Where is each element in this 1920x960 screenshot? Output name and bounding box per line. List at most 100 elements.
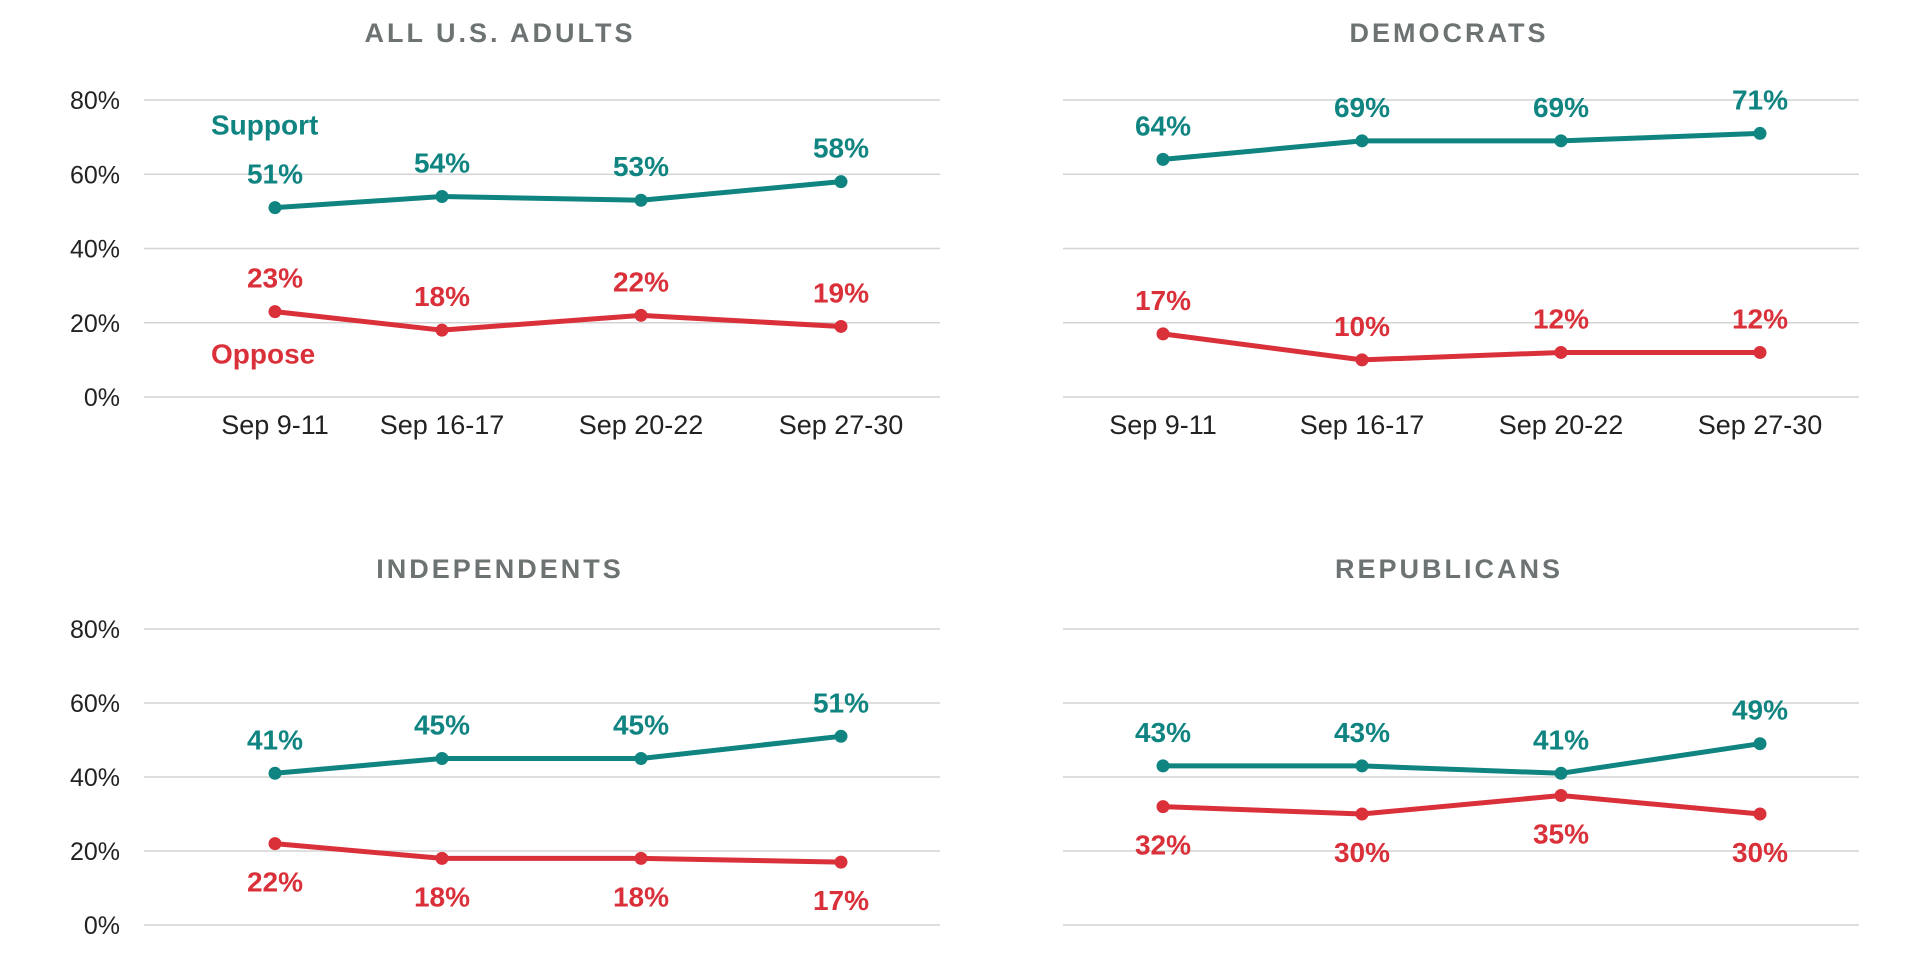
data-label-oppose: 23% [247, 263, 303, 294]
data-label-series-2: 30% [1334, 837, 1390, 868]
x-tick-label: Sep 9-11 [221, 410, 329, 440]
x-tick-label: Sep 20-22 [1499, 410, 1624, 440]
data-point-series-2 [1156, 800, 1170, 814]
chart-panel-all-u-s-adults: ALL U.S. ADULTS 0% 20% 40% 60% 80% Sep 9-11 Sep… [70, 18, 940, 440]
data-point-oppose [834, 319, 848, 333]
data-label-series-1: 43% [1135, 717, 1191, 748]
data-label-oppose: 22% [613, 266, 669, 297]
data-point-series-2 [1355, 807, 1369, 821]
data-label-series-2: 18% [414, 881, 470, 912]
data-point-oppose [435, 323, 449, 337]
data-point-series-2 [1554, 345, 1568, 359]
y-tick-label: 20% [70, 838, 120, 866]
y-tick-label: 80% [70, 616, 120, 644]
data-point-oppose [634, 308, 648, 322]
data-point-series-2 [268, 837, 282, 851]
data-label-support: 54% [414, 148, 470, 179]
y-tick-label: 80% [70, 87, 120, 115]
data-point-support [834, 175, 848, 189]
series-line-series-1 [1160, 741, 1763, 776]
x-tick-label: Sep 27-30 [1698, 410, 1823, 440]
y-tick-label: 40% [70, 764, 120, 792]
x-tick-label: Sep 16-17 [380, 410, 505, 440]
data-point-series-2 [1156, 327, 1170, 341]
y-tick-label: 60% [70, 161, 120, 189]
data-label-support: 58% [813, 133, 869, 164]
series-line-series-2 [272, 841, 844, 865]
data-point-series-2 [834, 855, 848, 869]
data-point-series-1 [1753, 126, 1767, 140]
series-line-series-2 [1160, 793, 1763, 817]
data-label-series-2: 17% [813, 885, 869, 916]
data-point-series-1 [1554, 766, 1568, 780]
x-tick-label: Sep 27-30 [779, 410, 904, 440]
data-point-series-1 [1156, 152, 1170, 166]
series-line-support [272, 179, 844, 211]
data-label-series-1: 41% [247, 724, 303, 755]
data-label-series-2: 30% [1732, 837, 1788, 868]
data-point-series-1 [634, 752, 648, 765]
data-point-series-2 [1554, 789, 1568, 802]
panel-title: INDEPENDENTS [376, 554, 624, 584]
data-point-series-2 [1355, 353, 1369, 367]
data-label-series-1: 45% [613, 710, 669, 741]
data-label-support: 51% [247, 159, 303, 190]
data-point-series-2 [1753, 807, 1767, 821]
data-point-series-1 [268, 766, 282, 780]
data-label-series-1: 45% [414, 710, 470, 741]
data-point-series-1 [435, 752, 449, 765]
data-point-series-1 [1554, 134, 1568, 148]
data-label-series-2: 12% [1732, 303, 1788, 334]
data-label-series-1: 64% [1135, 110, 1191, 141]
data-label-oppose: 18% [414, 281, 470, 312]
data-label-series-1: 49% [1732, 695, 1788, 726]
data-label-series-1: 71% [1732, 84, 1788, 115]
x-tick-label: Sep 16-17 [1300, 410, 1425, 440]
panel-title: ALL U.S. ADULTS [365, 18, 636, 48]
data-label-series-2: 22% [247, 867, 303, 898]
y-tick-label: 60% [70, 690, 120, 718]
series-line-series-2 [1160, 331, 1763, 363]
data-point-series-1 [834, 729, 848, 743]
data-label-series-1: 69% [1334, 92, 1390, 123]
data-label-oppose: 19% [813, 277, 869, 308]
data-point-support [268, 201, 282, 215]
y-tick-label: 40% [70, 236, 120, 264]
series-name-oppose: Oppose [211, 339, 315, 370]
data-point-series-2 [435, 851, 449, 865]
data-label-series-2: 32% [1135, 830, 1191, 861]
data-label-series-1: 51% [813, 687, 869, 718]
data-point-support [634, 193, 648, 207]
data-label-support: 53% [613, 151, 669, 182]
chart-panel-independents: INDEPENDENTS 0% 20% 40% 60% 80% 41% 45% 45% 51% 22… [70, 554, 940, 940]
data-label-series-1: 69% [1533, 92, 1589, 123]
series-line-oppose [272, 309, 844, 333]
y-tick-label: 20% [70, 310, 120, 338]
data-label-series-2: 35% [1533, 819, 1589, 850]
data-label-series-1: 43% [1334, 717, 1390, 748]
data-label-series-2: 18% [613, 881, 669, 912]
y-tick-label: 0% [84, 912, 120, 940]
series-line-series-1 [272, 733, 844, 776]
x-tick-label: Sep 9-11 [1109, 410, 1217, 440]
data-label-series-2: 10% [1334, 311, 1390, 342]
data-point-series-1 [1355, 759, 1369, 773]
data-point-series-1 [1156, 759, 1170, 773]
data-point-series-2 [634, 851, 648, 865]
chart-panel-republicans: REPUBLICANS 43% 43% 41% 49% 32% 30% 35% 30% [1063, 554, 1859, 926]
data-label-series-2: 12% [1533, 303, 1589, 334]
y-tick-label: 0% [84, 384, 120, 412]
data-label-series-1: 41% [1533, 724, 1589, 755]
x-tick-label: Sep 20-22 [579, 410, 704, 440]
data-point-support [435, 190, 449, 204]
chart-panel-democrats: DEMOCRATS Sep 9-11 Sep 16-17 Sep 20-22 Sep 2… [1063, 18, 1859, 440]
panel-title: REPUBLICANS [1335, 554, 1563, 584]
series-line-series-1 [1160, 130, 1763, 162]
series-name-support: Support [211, 110, 318, 141]
panel-title: DEMOCRATS [1350, 18, 1549, 48]
data-point-series-2 [1753, 345, 1767, 359]
data-point-series-1 [1753, 737, 1767, 751]
data-label-series-2: 17% [1135, 285, 1191, 316]
